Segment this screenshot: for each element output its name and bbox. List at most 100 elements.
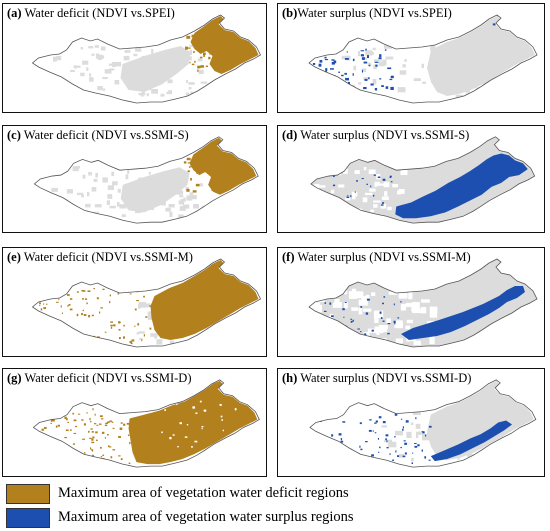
surplus-region-h-0 xyxy=(430,420,513,462)
white-speck-f xyxy=(429,312,438,318)
surplus-speck-h xyxy=(405,420,409,423)
grey-speck-a xyxy=(100,46,106,51)
grey-speck-b xyxy=(358,82,362,85)
deficit-speck-c xyxy=(211,188,214,191)
deficit-speck-a xyxy=(197,69,199,72)
grey-speck-e xyxy=(138,302,146,308)
panel-title-a: (a) Water deficit (NDVI vs.SPEI) xyxy=(7,6,175,21)
surplus-speck-b xyxy=(316,74,319,77)
surplus-speck-d xyxy=(341,207,343,209)
grey-speck-h xyxy=(418,431,422,435)
grey-speck-h xyxy=(388,441,397,448)
deficit-speck-e xyxy=(67,305,69,307)
white-speck-g xyxy=(172,434,175,436)
surplus-speck-b xyxy=(317,73,321,77)
legend-label-surplus: Maximum area of vegetation water surplus… xyxy=(58,509,354,525)
surplus-speck-d xyxy=(361,178,364,180)
grey-speck-h xyxy=(490,410,499,415)
map-h xyxy=(309,379,537,468)
deficit-speck-e xyxy=(38,294,41,296)
deficit-speck-g xyxy=(64,416,67,420)
deficit-speck-g xyxy=(37,434,40,436)
grey-speck-a xyxy=(102,88,106,91)
surplus-region-d-0 xyxy=(395,153,528,219)
grey-speck-b xyxy=(430,67,436,70)
white-speck-g xyxy=(219,403,222,406)
map-c xyxy=(33,136,259,224)
deficit-speck-e xyxy=(143,295,145,298)
legend: Maximum area of vegetation water deficit… xyxy=(0,484,550,530)
grey-speck-b xyxy=(357,51,360,57)
white-speck-f xyxy=(361,296,368,303)
legend-swatch-surplus xyxy=(6,508,50,528)
grey-speck-b xyxy=(413,78,421,82)
deficit-speck-c xyxy=(187,162,191,164)
deficit-speck-e xyxy=(38,342,41,345)
surplus-speck-h xyxy=(389,453,391,455)
grey-speck-e xyxy=(138,331,145,334)
surplus-speck-b xyxy=(338,71,340,73)
grey-speck-b xyxy=(459,73,466,80)
surplus-speck-h xyxy=(374,432,377,434)
surplus-speck-b xyxy=(358,90,361,94)
surplus-speck-h xyxy=(340,454,342,457)
deficit-speck-e xyxy=(39,302,41,305)
white-speck-f xyxy=(313,328,321,336)
map-layer-c xyxy=(33,136,259,224)
deficit-speck-c xyxy=(210,179,215,181)
deficit-speck-e xyxy=(102,288,105,291)
grey-speck-c xyxy=(102,177,108,183)
white-speck-f xyxy=(395,338,403,344)
deficit-speck-e xyxy=(110,321,113,323)
white-speck-f xyxy=(356,339,360,345)
white-speck-f xyxy=(400,303,406,311)
grey-speck-h xyxy=(513,450,520,455)
white-speck-f xyxy=(317,318,322,325)
deficit-speck-g xyxy=(118,455,121,457)
grey-speck-b xyxy=(372,47,376,51)
grey-patch-c xyxy=(120,167,190,213)
deficit-speck-g xyxy=(108,446,112,448)
surplus-speck-h xyxy=(402,455,406,458)
deficit-speck-a xyxy=(226,35,230,39)
surplus-speck-b xyxy=(344,58,349,60)
deficit-speck-e xyxy=(99,339,101,341)
surplus-speck-f xyxy=(352,319,354,322)
surplus-speck-b xyxy=(390,75,394,79)
white-speck-g xyxy=(199,400,202,403)
surplus-speck-h xyxy=(379,446,381,449)
surplus-speck-h xyxy=(386,446,389,449)
deficit-speck-g xyxy=(83,457,87,460)
white-speck-f xyxy=(309,301,311,305)
grey-speck-a xyxy=(109,68,115,71)
deficit-speck-a xyxy=(211,35,215,38)
grey-speck-e xyxy=(169,340,175,346)
white-speck-f xyxy=(340,336,345,342)
surplus-speck-f xyxy=(344,302,347,303)
white-speck-f xyxy=(332,302,337,308)
surplus-speck-d xyxy=(389,176,392,179)
surplus-speck-b xyxy=(319,89,323,91)
deficit-speck-e xyxy=(87,290,91,292)
deficit-speck-g xyxy=(55,425,58,428)
white-speck-d xyxy=(352,193,356,200)
grey-speck-h xyxy=(411,457,414,462)
deficit-speck-e xyxy=(152,307,154,309)
deficit-speck-e xyxy=(69,308,73,311)
grey-speck-a xyxy=(185,92,189,96)
grey-speck-a xyxy=(139,86,142,89)
deficit-speck-a xyxy=(198,34,202,38)
grey-speck-a xyxy=(160,93,165,97)
deficit-speck-e xyxy=(84,340,87,342)
surplus-speck-h xyxy=(342,421,346,423)
region-outline-a xyxy=(31,14,262,104)
deficit-speck-g xyxy=(100,456,103,458)
surplus-speck-f xyxy=(379,311,382,314)
deficit-speck-g xyxy=(79,458,82,460)
surplus-speck-b xyxy=(362,69,363,73)
white-speck-f xyxy=(405,325,411,330)
deficit-speck-g xyxy=(62,458,66,461)
grey-speck-a xyxy=(122,67,128,71)
deficit-speck-e xyxy=(43,307,46,310)
deficit-speck-e xyxy=(83,341,86,343)
